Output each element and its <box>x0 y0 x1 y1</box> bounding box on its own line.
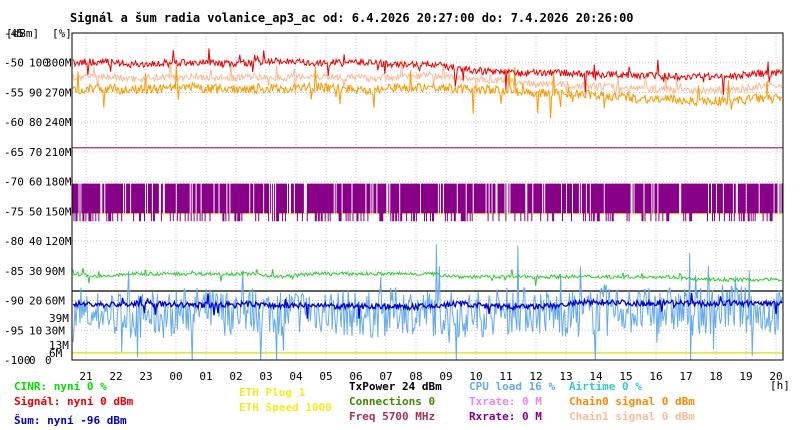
small-rate-label: 6M <box>49 347 63 360</box>
x-tick-label: 16 <box>649 370 662 383</box>
y-tick-label-rate: 210M <box>45 146 72 159</box>
y-tick-label-percent: 20 <box>29 295 42 308</box>
y-tick-label-dbm: -50 <box>4 57 24 70</box>
x-tick-label: 04 <box>289 370 303 383</box>
x-tick-label: 14 <box>589 370 603 383</box>
x-tick-label: 21 <box>79 370 92 383</box>
x-unit-label: [h] <box>770 379 790 392</box>
x-tick-label: 09 <box>439 370 452 383</box>
legend-layer: CINR: nyní 0 % Signál: nyní 0 dBm Šum: nyn… <box>14 380 695 427</box>
series-chain1-line <box>72 58 783 99</box>
x-tick-label: 12 <box>529 370 542 383</box>
y-tick-label-percent: 70 <box>29 146 42 159</box>
x-tick-label: 07 <box>379 370 392 383</box>
y-tick-label-rate: 300M <box>45 57 72 70</box>
x-tick-label: 00 <box>169 370 182 383</box>
legend-entry: Connections 0 <box>349 395 435 408</box>
y-tick-label-rate: 120M <box>45 235 72 248</box>
y-tick-label-rate: 270M <box>45 86 72 99</box>
y-tick-label-rate: 60M <box>45 295 65 308</box>
y-tick-label-dbm: -85 <box>4 265 24 278</box>
plot-frame <box>71 32 784 361</box>
legend-entry: Rxrate: 0 M <box>469 410 542 423</box>
y-tick-label-dbm: -100 <box>4 354 31 367</box>
legend-entry: ETH Speed 1000 <box>239 401 332 414</box>
y-tick-label-percent: 0 <box>29 354 36 367</box>
y-tick-label-percent: 100 <box>29 57 49 70</box>
y-unit-label-dbm: [dBm] <box>6 27 39 40</box>
series-cinr-line <box>72 268 783 286</box>
y-tick-label-percent: 40 <box>29 235 42 248</box>
y-tick-label-dbm: -65 <box>4 146 24 159</box>
series-signal-line <box>72 48 783 95</box>
small-rate-label: 13M <box>49 339 69 352</box>
y-tick-label-percent: 90 <box>29 86 42 99</box>
y-tick-label-percent: 30 <box>29 265 42 278</box>
legend-entry: Freq 5700 MHz <box>349 410 435 423</box>
y-tick-label-dbm: -55 <box>4 86 24 99</box>
x-tick-label: 18 <box>709 370 722 383</box>
y-tick-label-dbm: -80 <box>4 235 24 248</box>
legend-entry: Chain0 signal 0 dBm <box>569 395 695 408</box>
x-tick-label: 13 <box>559 370 572 383</box>
legend-entry: CINR: nyní 0 % <box>14 380 107 393</box>
y-tick-label-dbm: -95 <box>4 324 24 337</box>
x-tick-label: 05 <box>319 370 332 383</box>
y-tick-label-dbm: -70 <box>4 176 24 189</box>
legend-entry: Šum: nyní -96 dBm <box>14 414 127 427</box>
y-tick-label-percent: 60 <box>29 176 42 189</box>
series-layer <box>72 48 783 361</box>
legend-entry: Chain1 signal 0 dBm <box>569 410 695 423</box>
y-tick-label-dbm: -75 <box>4 205 24 218</box>
y-tick-label-rate: 240M <box>45 116 72 129</box>
x-tick-label: 01 <box>199 370 212 383</box>
x-tick-label: 20 <box>769 370 782 383</box>
series-cpu-load-line <box>72 244 783 361</box>
axes-layer: -45-50-55-60-65-70-75-80-85-90-95-100100… <box>4 27 784 383</box>
x-tick-label: 02 <box>229 370 242 383</box>
y-tick-label-percent: 50 <box>29 205 42 218</box>
y-tick-label-rate: 0 <box>45 354 52 367</box>
legend-entry: TxPower 24 dBm <box>349 380 442 393</box>
x-tick-label: 23 <box>139 370 152 383</box>
small-rate-label: 39M <box>49 312 69 325</box>
y-tick-label-rate: 90M <box>45 265 65 278</box>
series-chain0-line <box>72 65 783 119</box>
x-tick-label: 03 <box>259 370 272 383</box>
series-noise-line <box>72 292 783 319</box>
x-tick-label: 19 <box>739 370 752 383</box>
x-tick-label: 17 <box>679 370 692 383</box>
y-tick-label-dbm: -60 <box>4 116 24 129</box>
x-tick-label: 06 <box>349 370 362 383</box>
chart-title: Signál a šum radia volanice_ap3_ac od: 6… <box>70 11 634 26</box>
reference-lines-layer <box>72 147 783 354</box>
x-tick-label: 11 <box>499 370 512 383</box>
y-tick-label-rate: 30M <box>45 324 65 337</box>
x-tick-label: 15 <box>619 370 632 383</box>
legend-entry: CPU load 16 % <box>469 380 555 393</box>
y-tick-label-percent: 10 <box>29 324 42 337</box>
x-tick-label: 22 <box>109 370 122 383</box>
y-tick-label-rate: 180M <box>45 176 72 189</box>
y-tick-label-percent: 80 <box>29 116 42 129</box>
legend-entry: Txrate: 0 M <box>469 395 542 408</box>
y-tick-label-dbm: -45 <box>4 27 24 40</box>
y-tick-label-rate: 150M <box>45 205 72 218</box>
legend-entry: ETH Plug 1 <box>239 386 306 399</box>
y-tick-label-dbm: -90 <box>4 295 24 308</box>
y-unit-label-percent: [%] <box>52 27 72 40</box>
series-rxrate-band <box>72 183 783 222</box>
legend-entry: Airtime 0 % <box>569 380 642 393</box>
legend-entry: Signál: nyní 0 dBm <box>14 395 134 408</box>
x-tick-label: 10 <box>469 370 482 383</box>
x-tick-label: 08 <box>409 370 422 383</box>
